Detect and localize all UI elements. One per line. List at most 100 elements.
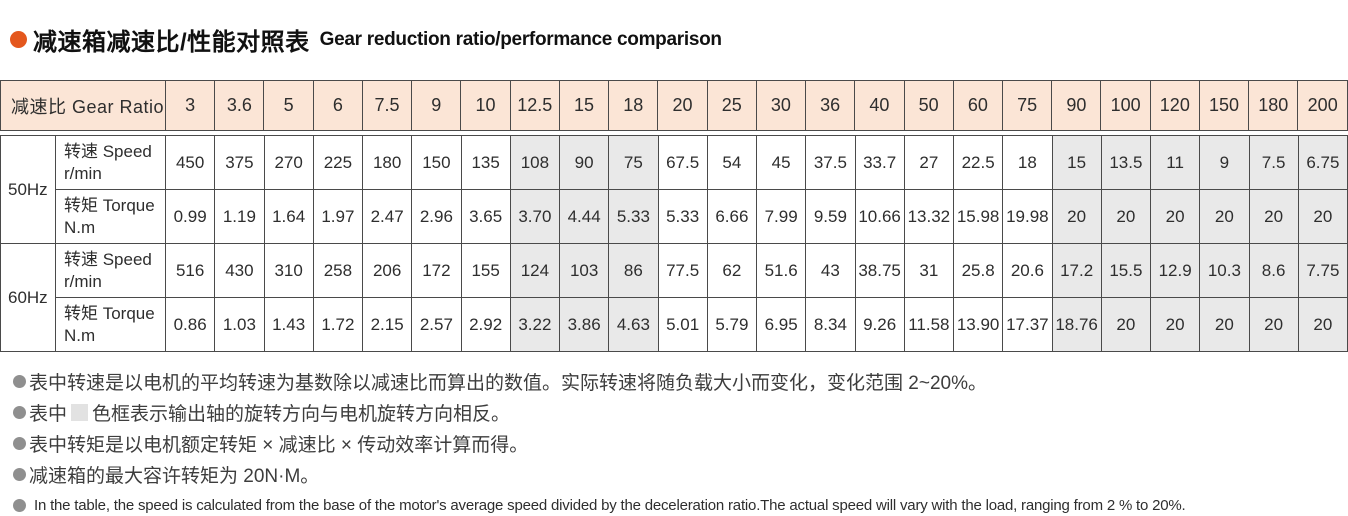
ratio-value-cell: 30 [755,80,807,131]
data-cell: 15.5 [1100,243,1152,298]
data-cell: 310 [263,243,314,298]
ratio-value-cell: 200 [1297,80,1348,131]
ratio-value-cell: 120 [1149,80,1200,131]
note-text: 表中转矩是以电机额定转矩 × 减速比 × 传动效率计算而得。 [29,435,529,456]
data-cell: 9.59 [805,189,856,244]
data-cell: 38.75 [854,243,905,298]
row-label-cell: 转速 Speed r/min [55,243,166,298]
data-cell: 270 [263,135,314,190]
data-cell: 77.5 [657,243,708,298]
ratio-value-cell: 100 [1100,80,1151,131]
note-text: 表中 [29,404,68,425]
data-cell: 1.03 [214,297,265,352]
data-cell: 135 [460,135,511,190]
data-cell: 9.26 [854,297,905,352]
data-cell: 4.63 [608,297,659,352]
ratio-value-cell: 3.6 [214,80,265,131]
data-cell: 3.22 [509,297,561,352]
note-text: 表中转速是以电机的平均转速为基数除以减速比而算出的数值。实际转速将随负载大小而变… [29,373,987,394]
data-cell: 20 [1248,297,1299,352]
data-cell: 258 [312,243,364,298]
data-cell: 37.5 [805,135,856,190]
ratio-value-cell: 6 [312,80,363,131]
note-bullet-icon [13,375,26,388]
table-row: 转矩 Torque N.m 0.99 1.19 1.64 1.97 2.47 2.96 3.65… [1,189,1348,244]
data-cell: 6.75 [1297,135,1348,190]
data-cell: 3.86 [558,297,610,352]
data-cell: 20 [1051,189,1102,244]
data-cell: 2.92 [460,297,511,352]
ratio-value-cell: 40 [854,80,905,131]
ratio-value-cell: 10 [460,80,511,131]
data-cell: 206 [361,243,413,298]
data-cell: 430 [214,243,265,298]
data-cell: 22.5 [952,135,1004,190]
data-cell: 0.99 [164,189,216,244]
data-cell: 3.70 [509,189,561,244]
ratio-header-label: 减速比 Gear Ratio [0,80,167,131]
data-cell: 450 [164,135,216,190]
note-line: 表中转矩是以电机额定转矩 × 减速比 × 传动效率计算而得。 [13,428,1343,459]
data-cell: 20 [1100,297,1152,352]
page-title-en: Gear reduction ratio/performance compari… [319,28,722,50]
data-cell: 20 [1297,189,1348,244]
data-cell: 6.95 [755,297,807,352]
note-bullet-icon [13,468,26,481]
ratio-value-cell: 5 [263,80,314,131]
data-cell: 19.98 [1002,189,1053,244]
data-cell: 5.79 [706,297,758,352]
data-cell: 10.3 [1199,243,1250,298]
data-cell: 5.01 [657,297,708,352]
data-cell: 1.19 [214,189,265,244]
data-cell: 54 [706,135,758,190]
data-cell: 8.6 [1248,243,1299,298]
data-cell: 103 [558,243,610,298]
data-cell: 1.72 [312,297,364,352]
data-cell: 20 [1100,189,1152,244]
data-cell: 6.66 [706,189,758,244]
ratio-value-cell: 75 [1001,80,1053,131]
data-cell: 15.98 [952,189,1004,244]
ratio-value-cell: 9 [411,80,462,131]
data-cell: 150 [411,135,462,190]
data-cell: 225 [312,135,364,190]
note-line: In the table, the speed is calculated fr… [13,490,1343,516]
ratio-value-cell: 90 [1051,80,1102,131]
data-cell: 11.58 [903,297,955,352]
frequency-cell: 50Hz [0,135,56,244]
ratio-value-cell: 60 [952,80,1004,131]
data-cell: 1.43 [263,297,314,352]
data-cell: 25.8 [952,243,1004,298]
data-cell: 33.7 [854,135,905,190]
gray-color-swatch-icon [71,404,89,421]
data-cell: 15 [1051,135,1102,190]
data-cell: 2.47 [361,189,413,244]
data-cell: 1.97 [312,189,364,244]
data-cell: 18.76 [1051,297,1102,352]
row-label-cell: 转矩 Torque N.m [55,189,166,244]
data-cell: 2.57 [411,297,462,352]
ratio-header-row: 减速比 Gear Ratio 3 3.6 5 6 7.5 9 10 12.5 15 18 20 25 30… [0,80,1348,131]
data-cell: 8.34 [805,297,856,352]
data-cell: 155 [460,243,511,298]
data-cell: 172 [411,243,462,298]
data-cell: 43 [805,243,856,298]
data-cell: 2.15 [361,297,413,352]
ratio-value-cell: 150 [1198,80,1250,131]
row-label-cell: 转速 Speed r/min [55,135,166,190]
ratio-value-cell: 12.5 [509,80,560,131]
ratio-value-cell: 180 [1248,80,1299,131]
data-cell: 67.5 [657,135,708,190]
data-cell: 7.5 [1248,135,1299,190]
page-title-zh: 减速箱减速比/性能对照表 [33,29,310,56]
ratio-value-cell: 7.5 [361,80,413,131]
data-cell: 20 [1199,189,1250,244]
data-cell: 17.37 [1002,297,1053,352]
ratio-value-cell: 36 [805,80,856,131]
data-cell: 12.9 [1149,243,1201,298]
data-cell: 11 [1149,135,1201,190]
note-bullet-icon [13,437,26,450]
orange-bullet-icon [10,31,27,48]
data-cell: 7.99 [755,189,807,244]
data-cell: 13.32 [903,189,955,244]
